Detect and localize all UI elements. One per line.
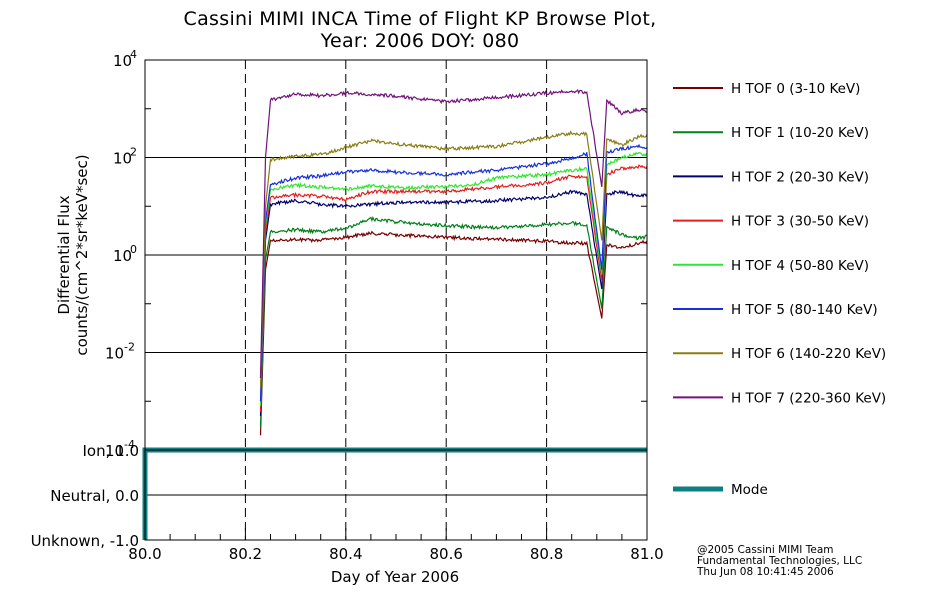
legend-label-mode: Mode xyxy=(731,482,768,498)
credit-line2: Fundamental Technologies, LLC xyxy=(697,555,863,567)
legend-label-htof0: H TOF 0 (3-10 KeV) xyxy=(731,81,860,97)
mode-y-tick-label: Unknown, -1.0 xyxy=(31,532,139,550)
legend-label-htof4: H TOF 4 (50-80 KeV) xyxy=(731,258,869,274)
legend-label-htof2: H TOF 2 (20-30 KeV) xyxy=(731,169,869,185)
mode-y-tick-label: Neutral, 0.0 xyxy=(50,487,139,505)
x-tick-label: 80.0 xyxy=(128,545,161,563)
legend-label-htof6: H TOF 6 (140-220 KeV) xyxy=(731,346,886,362)
flux-y-tick-base: 10 xyxy=(105,442,124,460)
flux-y-tick-base: 10 xyxy=(113,52,132,70)
flux-y-tick-exponent: -4 xyxy=(124,438,135,451)
series-line-htof4 xyxy=(259,151,647,407)
flux-y-tick-base: 10 xyxy=(105,345,124,363)
chart-title-line2: Year: 2006 DOY: 080 xyxy=(320,30,520,52)
flux-y-tick-exponent: 2 xyxy=(130,146,137,159)
x-tick-label: 81.0 xyxy=(630,545,663,563)
x-tick-label: 80.6 xyxy=(429,545,462,563)
series-line-htof1 xyxy=(259,216,647,427)
credit-line1: @2005 Cassini MIMI Team xyxy=(697,544,834,556)
mode-plot-frame xyxy=(144,449,648,541)
y-axis-label-line1: Differential Flux xyxy=(55,195,73,314)
series-line-htof6 xyxy=(259,130,647,387)
series-line-htof3 xyxy=(259,164,647,413)
series-line-htof5 xyxy=(259,143,647,402)
x-tick-label: 80.8 xyxy=(530,545,563,563)
x-tick-label: 80.4 xyxy=(329,545,362,563)
series-line-htof0 xyxy=(259,230,647,436)
mode-y-tick-label: Ion, 1.0 xyxy=(83,442,140,460)
credit-line3: Thu Jun 08 10:41:45 2006 xyxy=(697,566,834,578)
chart-title-line1: Cassini MIMI INCA Time of Flight KP Brow… xyxy=(183,8,657,30)
flux-y-tick-exponent: 0 xyxy=(130,243,137,256)
x-axis-label: Day of Year 2006 xyxy=(331,568,459,586)
legend-label-htof3: H TOF 3 (30-50 KeV) xyxy=(731,214,869,230)
y-axis-label-line2: counts/(cm^2*sr*keV*sec) xyxy=(73,154,91,355)
flux-y-tick-exponent: -2 xyxy=(124,341,135,354)
legend-label-htof1: H TOF 1 (10-20 KeV) xyxy=(731,125,869,141)
flux-y-tick-exponent: 4 xyxy=(130,48,137,61)
series-line-htof7 xyxy=(259,89,647,379)
x-tick-label: 80.2 xyxy=(229,545,262,563)
series-line-htof2 xyxy=(259,189,647,416)
flux-y-tick-base: 10 xyxy=(113,247,132,265)
flux-series-group xyxy=(259,89,647,436)
legend-label-htof7: H TOF 7 (220-360 KeV) xyxy=(731,390,886,406)
legend-label-htof5: H TOF 5 (80-140 KeV) xyxy=(731,302,878,318)
flux-y-tick-base: 10 xyxy=(113,150,132,168)
